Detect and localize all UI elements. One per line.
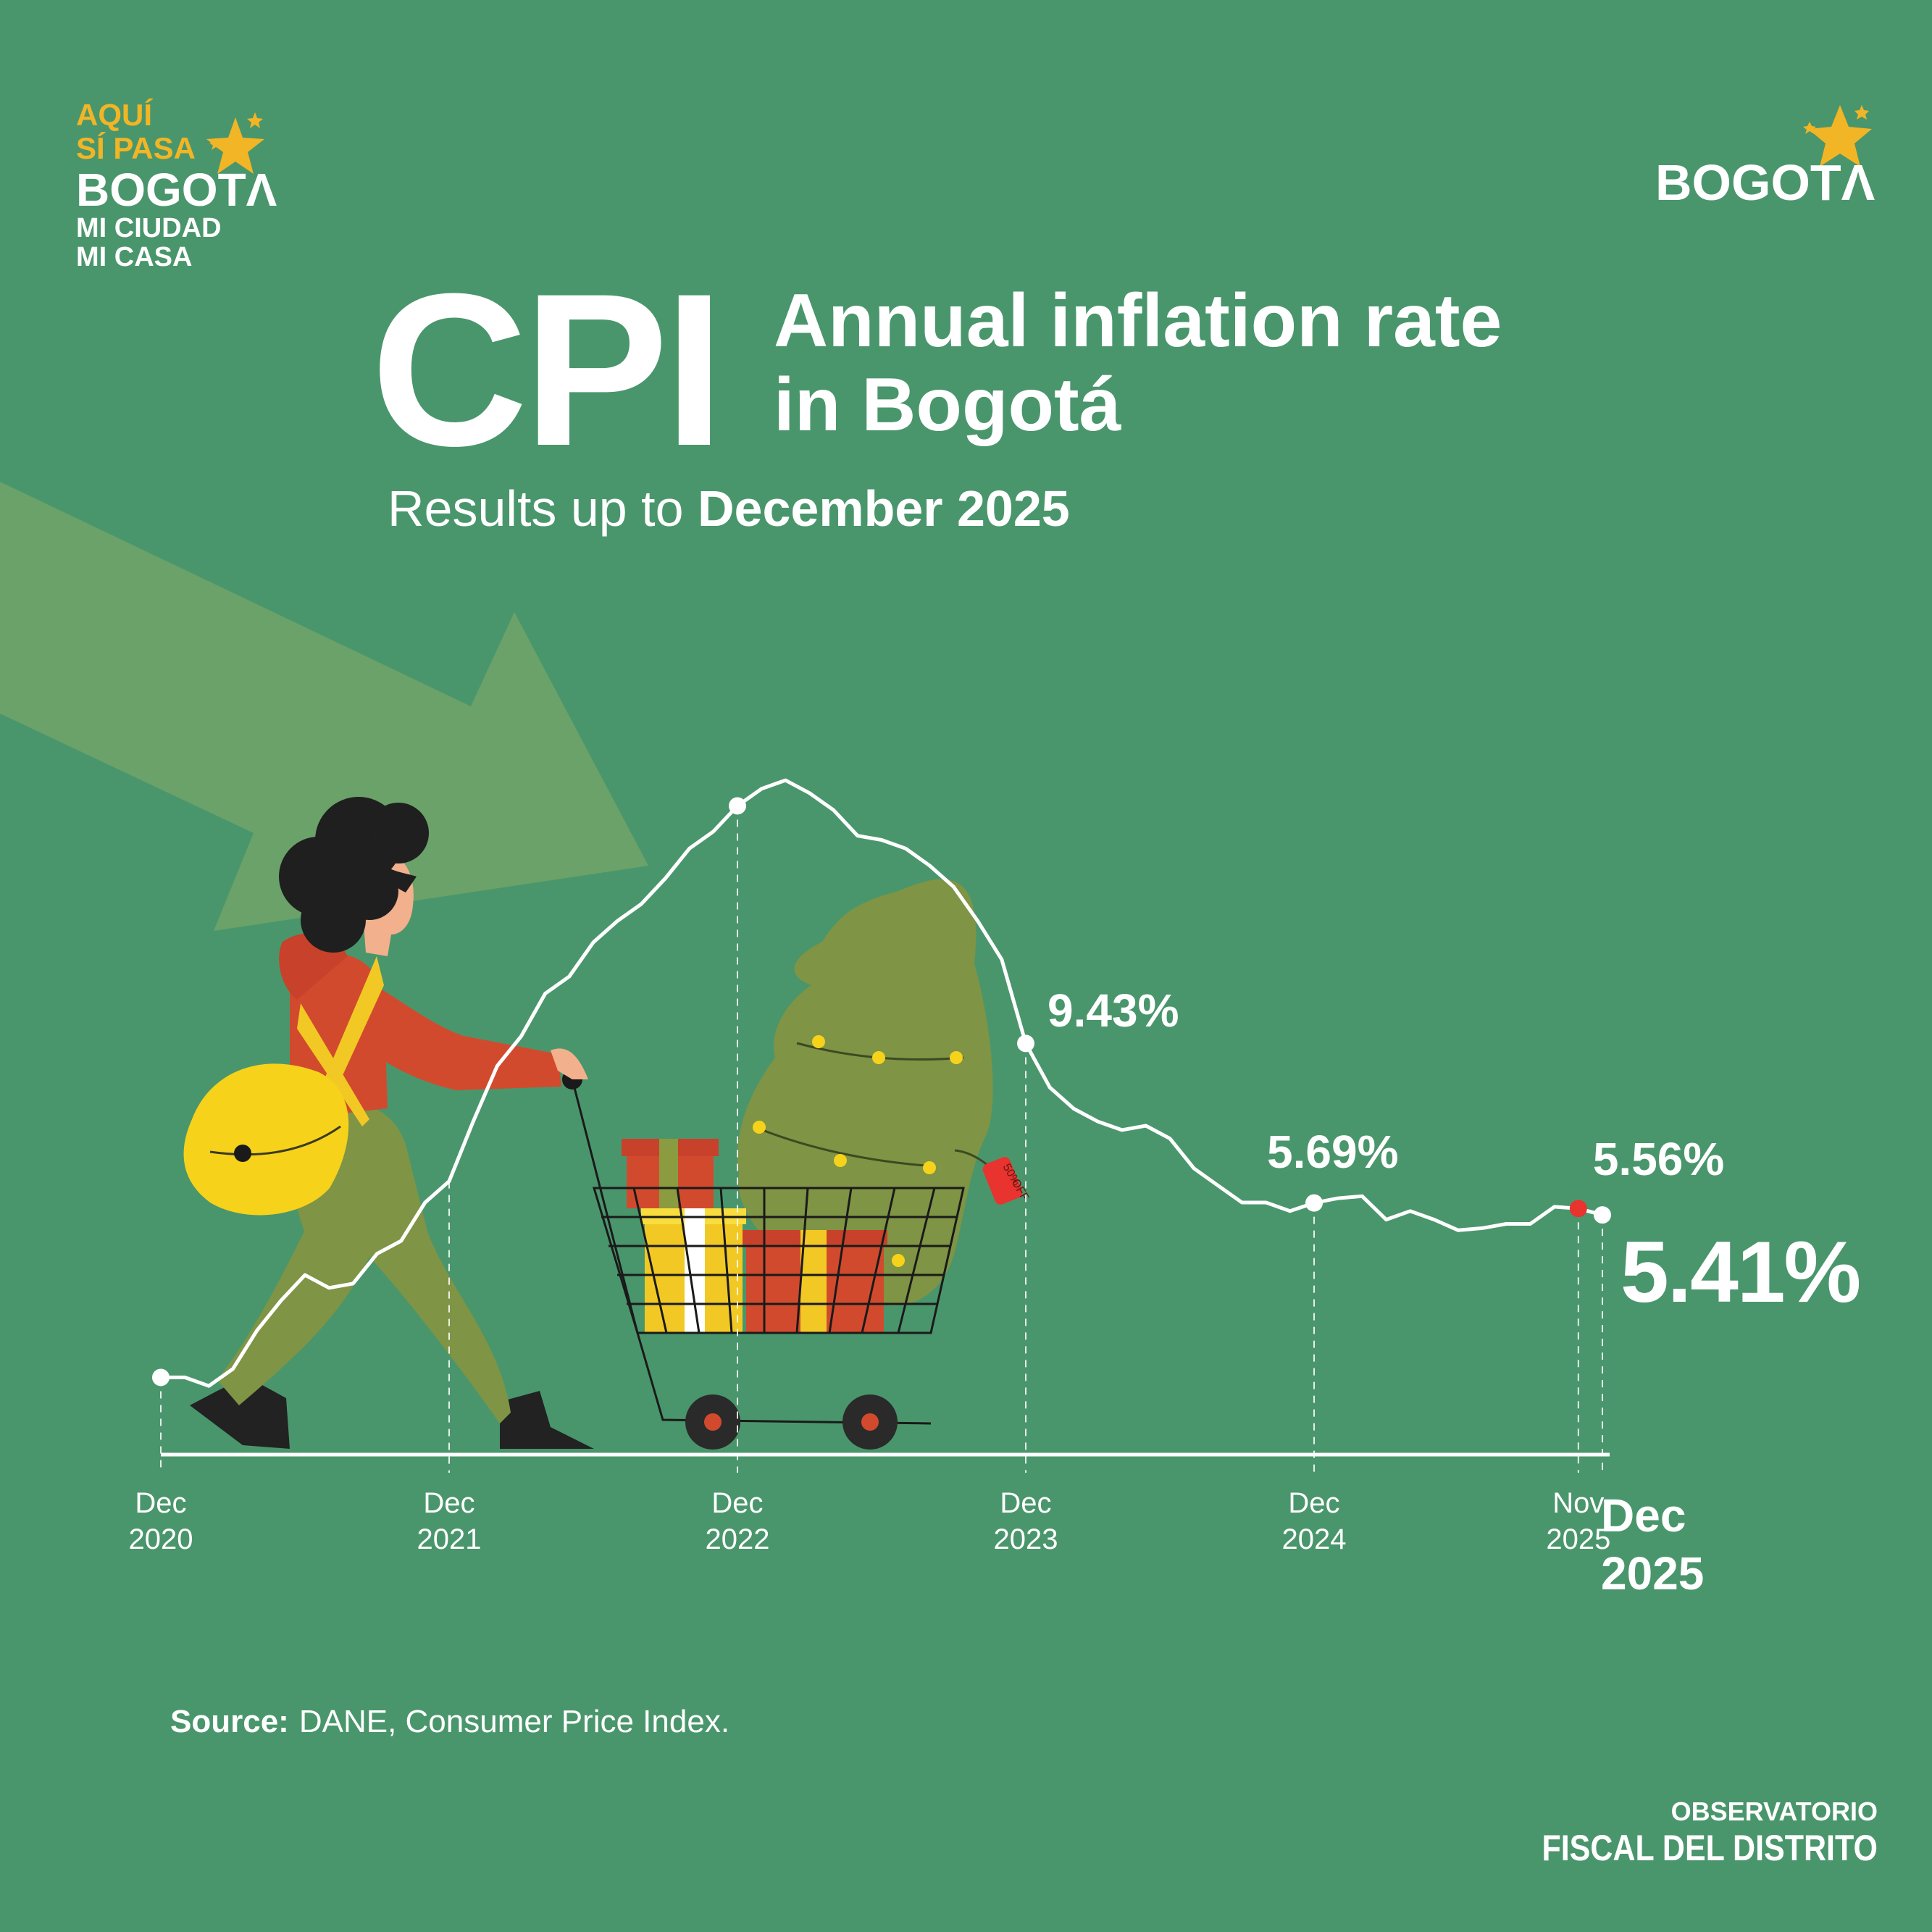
footer-line1: OBSERVATORIO xyxy=(1670,1797,1878,1826)
tick-label: Nov 2025 xyxy=(1506,1485,1651,1557)
shopper-illustration xyxy=(183,797,594,1449)
trend-arrow-shape xyxy=(0,482,648,931)
cart-illustration: 50% OFF xyxy=(562,879,1031,1450)
data-point-marker xyxy=(1017,1034,1034,1053)
tick-label-line2: 2020 xyxy=(128,1523,193,1555)
tick-label: Dec 2024 xyxy=(1242,1485,1387,1557)
logo-aqui-si-pasa: AQUÍ SÍ PASA BOGOTΛ MI CIUDAD MI CASA xyxy=(76,100,277,272)
title-line2: in Bogotá xyxy=(774,363,1121,448)
logo-right-star-icon xyxy=(1803,105,1872,167)
tick-final-line1: Dec xyxy=(1601,1489,1686,1542)
logo-left-line5: MI CASA xyxy=(76,242,193,272)
data-point-marker xyxy=(152,1368,170,1387)
tick-label-line1: Dec xyxy=(423,1487,475,1519)
subtitle: Results up to December 2025 xyxy=(388,480,1070,538)
title-acronym: CPI xyxy=(371,248,724,491)
data-point-marker xyxy=(729,797,746,815)
tick-label: Dec 2023 xyxy=(953,1485,1098,1557)
source-label: Source: xyxy=(170,1704,289,1739)
inflation-series-line xyxy=(159,778,1605,1388)
tick-label-line1: Dec xyxy=(135,1487,187,1519)
tick-label: Dec 2022 xyxy=(665,1485,810,1557)
inflation-line-chart xyxy=(152,778,1611,1473)
footer-line2: FISCAL DEL DISTRITO xyxy=(1542,1828,1878,1868)
tick-label: Dec 2020 xyxy=(88,1485,233,1557)
tick-label: Dec 2021 xyxy=(377,1485,522,1557)
logo-left-star-icon xyxy=(206,112,264,174)
data-label: 5.69% xyxy=(1267,1125,1399,1178)
data-point-marker xyxy=(1569,1200,1587,1218)
tick-label-line2: 2022 xyxy=(705,1523,770,1555)
data-label: 9.43% xyxy=(1047,984,1179,1037)
subtitle-highlight: December 2025 xyxy=(698,480,1070,537)
tick-label-line1: Dec xyxy=(711,1487,764,1519)
logo-left-line4: MI CIUDAD xyxy=(76,213,222,243)
tick-final-line2: 2025 xyxy=(1601,1547,1705,1599)
subtitle-prefix: Results up to xyxy=(388,480,698,537)
tick-label-line2: 2023 xyxy=(993,1523,1058,1555)
logo-left-line2: SÍ PASA xyxy=(76,131,196,165)
data-label: 5.56% xyxy=(1592,1133,1725,1186)
source-text: DANE, Consumer Price Index. xyxy=(298,1704,730,1739)
title-line1: Annual inflation rate xyxy=(774,279,1502,363)
tick-label-line2: 2024 xyxy=(1281,1523,1347,1555)
logo-left-line1: AQUÍ xyxy=(76,98,152,132)
observatorio-logo: OBSERVATORIO FISCAL DEL DISTRITO xyxy=(1487,1797,1878,1869)
tick-label-line1: Nov xyxy=(1552,1487,1605,1519)
data-point-marker xyxy=(1594,1206,1611,1224)
tick-label-line2: 2021 xyxy=(417,1523,482,1555)
tick-label-line1: Dec xyxy=(1000,1487,1052,1519)
title-description: Annual inflation rate in Bogotá xyxy=(774,279,1502,448)
tick-label-line2: 2025 xyxy=(1546,1523,1611,1555)
discount-tag-shape xyxy=(982,1157,1023,1205)
logo-bogota: BOGOTΛ xyxy=(1655,154,1875,211)
data-label: 5.41% xyxy=(1621,1224,1861,1321)
tick-label-line1: Dec xyxy=(1288,1487,1340,1519)
tick-label-final: Dec 2025 xyxy=(1601,1486,1704,1602)
source-note: Source: DANE, Consumer Price Index. xyxy=(170,1704,729,1740)
data-point-marker xyxy=(1305,1194,1323,1212)
logo-left-line3: BOGOTΛ xyxy=(76,164,277,216)
